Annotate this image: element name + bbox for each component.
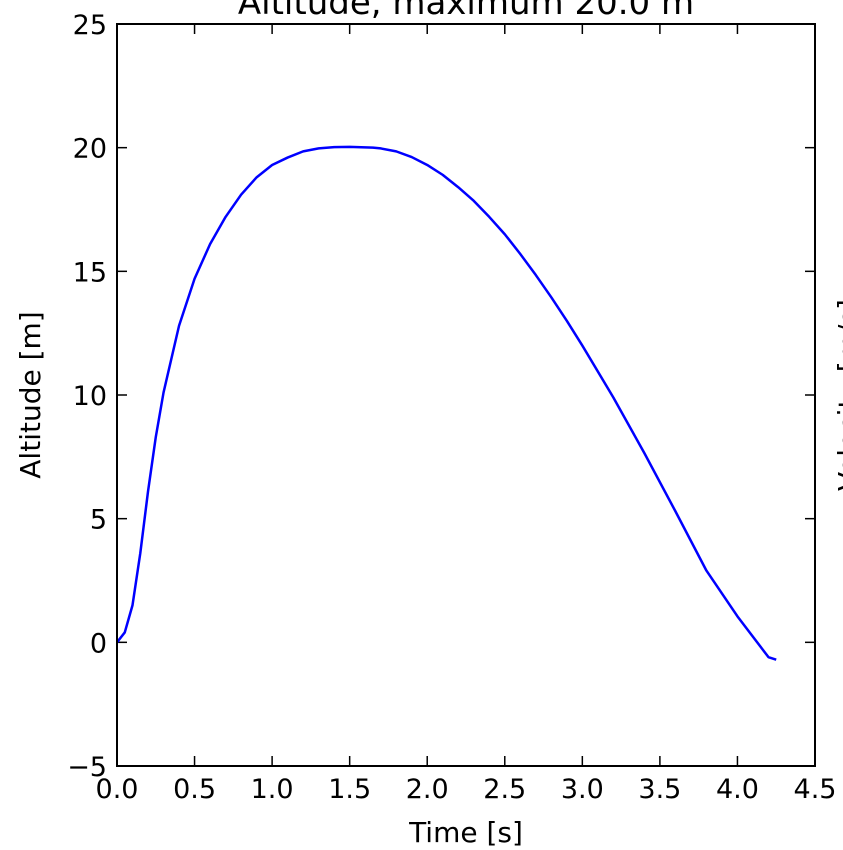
x-tick-label: 0.0 bbox=[96, 774, 139, 805]
x-tick-label: 2.0 bbox=[406, 774, 449, 805]
y-tick-label: 5 bbox=[90, 505, 107, 536]
x-tick-label: 4.5 bbox=[794, 774, 837, 805]
x-tick-label: 2.5 bbox=[483, 774, 526, 805]
y-tick-label: 0 bbox=[90, 628, 107, 659]
y-tick-label: 10 bbox=[73, 381, 107, 412]
y-axis-label: Altitude [m] bbox=[14, 311, 47, 478]
y-tick-label: 20 bbox=[73, 134, 107, 165]
x-tick-label: 3.0 bbox=[561, 774, 604, 805]
y-tick-label: 15 bbox=[73, 257, 107, 288]
y-tick-label: −5 bbox=[67, 752, 107, 783]
plot-frame bbox=[116, 23, 816, 767]
y-tick-label: 25 bbox=[73, 10, 107, 41]
x-tick-label: 3.5 bbox=[638, 774, 681, 805]
x-tick-label: 1.0 bbox=[251, 774, 294, 805]
labels-layer: 0.0 0.5 1.0 1.5 2.0 2.5 3.0 3.5 4.0 4.5 −5 0 5 10 15 20… bbox=[67, 10, 836, 805]
x-tick-label: 1.5 bbox=[328, 774, 371, 805]
series-layer bbox=[116, 145, 777, 661]
chart-title: Altitude, maximum 20.0 m bbox=[238, 0, 694, 23]
x-tick-label: 0.5 bbox=[173, 774, 216, 805]
series-line-0 bbox=[116, 145, 777, 661]
x-tick-label: 4.0 bbox=[716, 774, 759, 805]
ticks-layer bbox=[116, 23, 816, 767]
y-axis-label-right: Velocity [m/s] bbox=[832, 299, 843, 491]
x-axis-label: Time [s] bbox=[408, 816, 523, 849]
